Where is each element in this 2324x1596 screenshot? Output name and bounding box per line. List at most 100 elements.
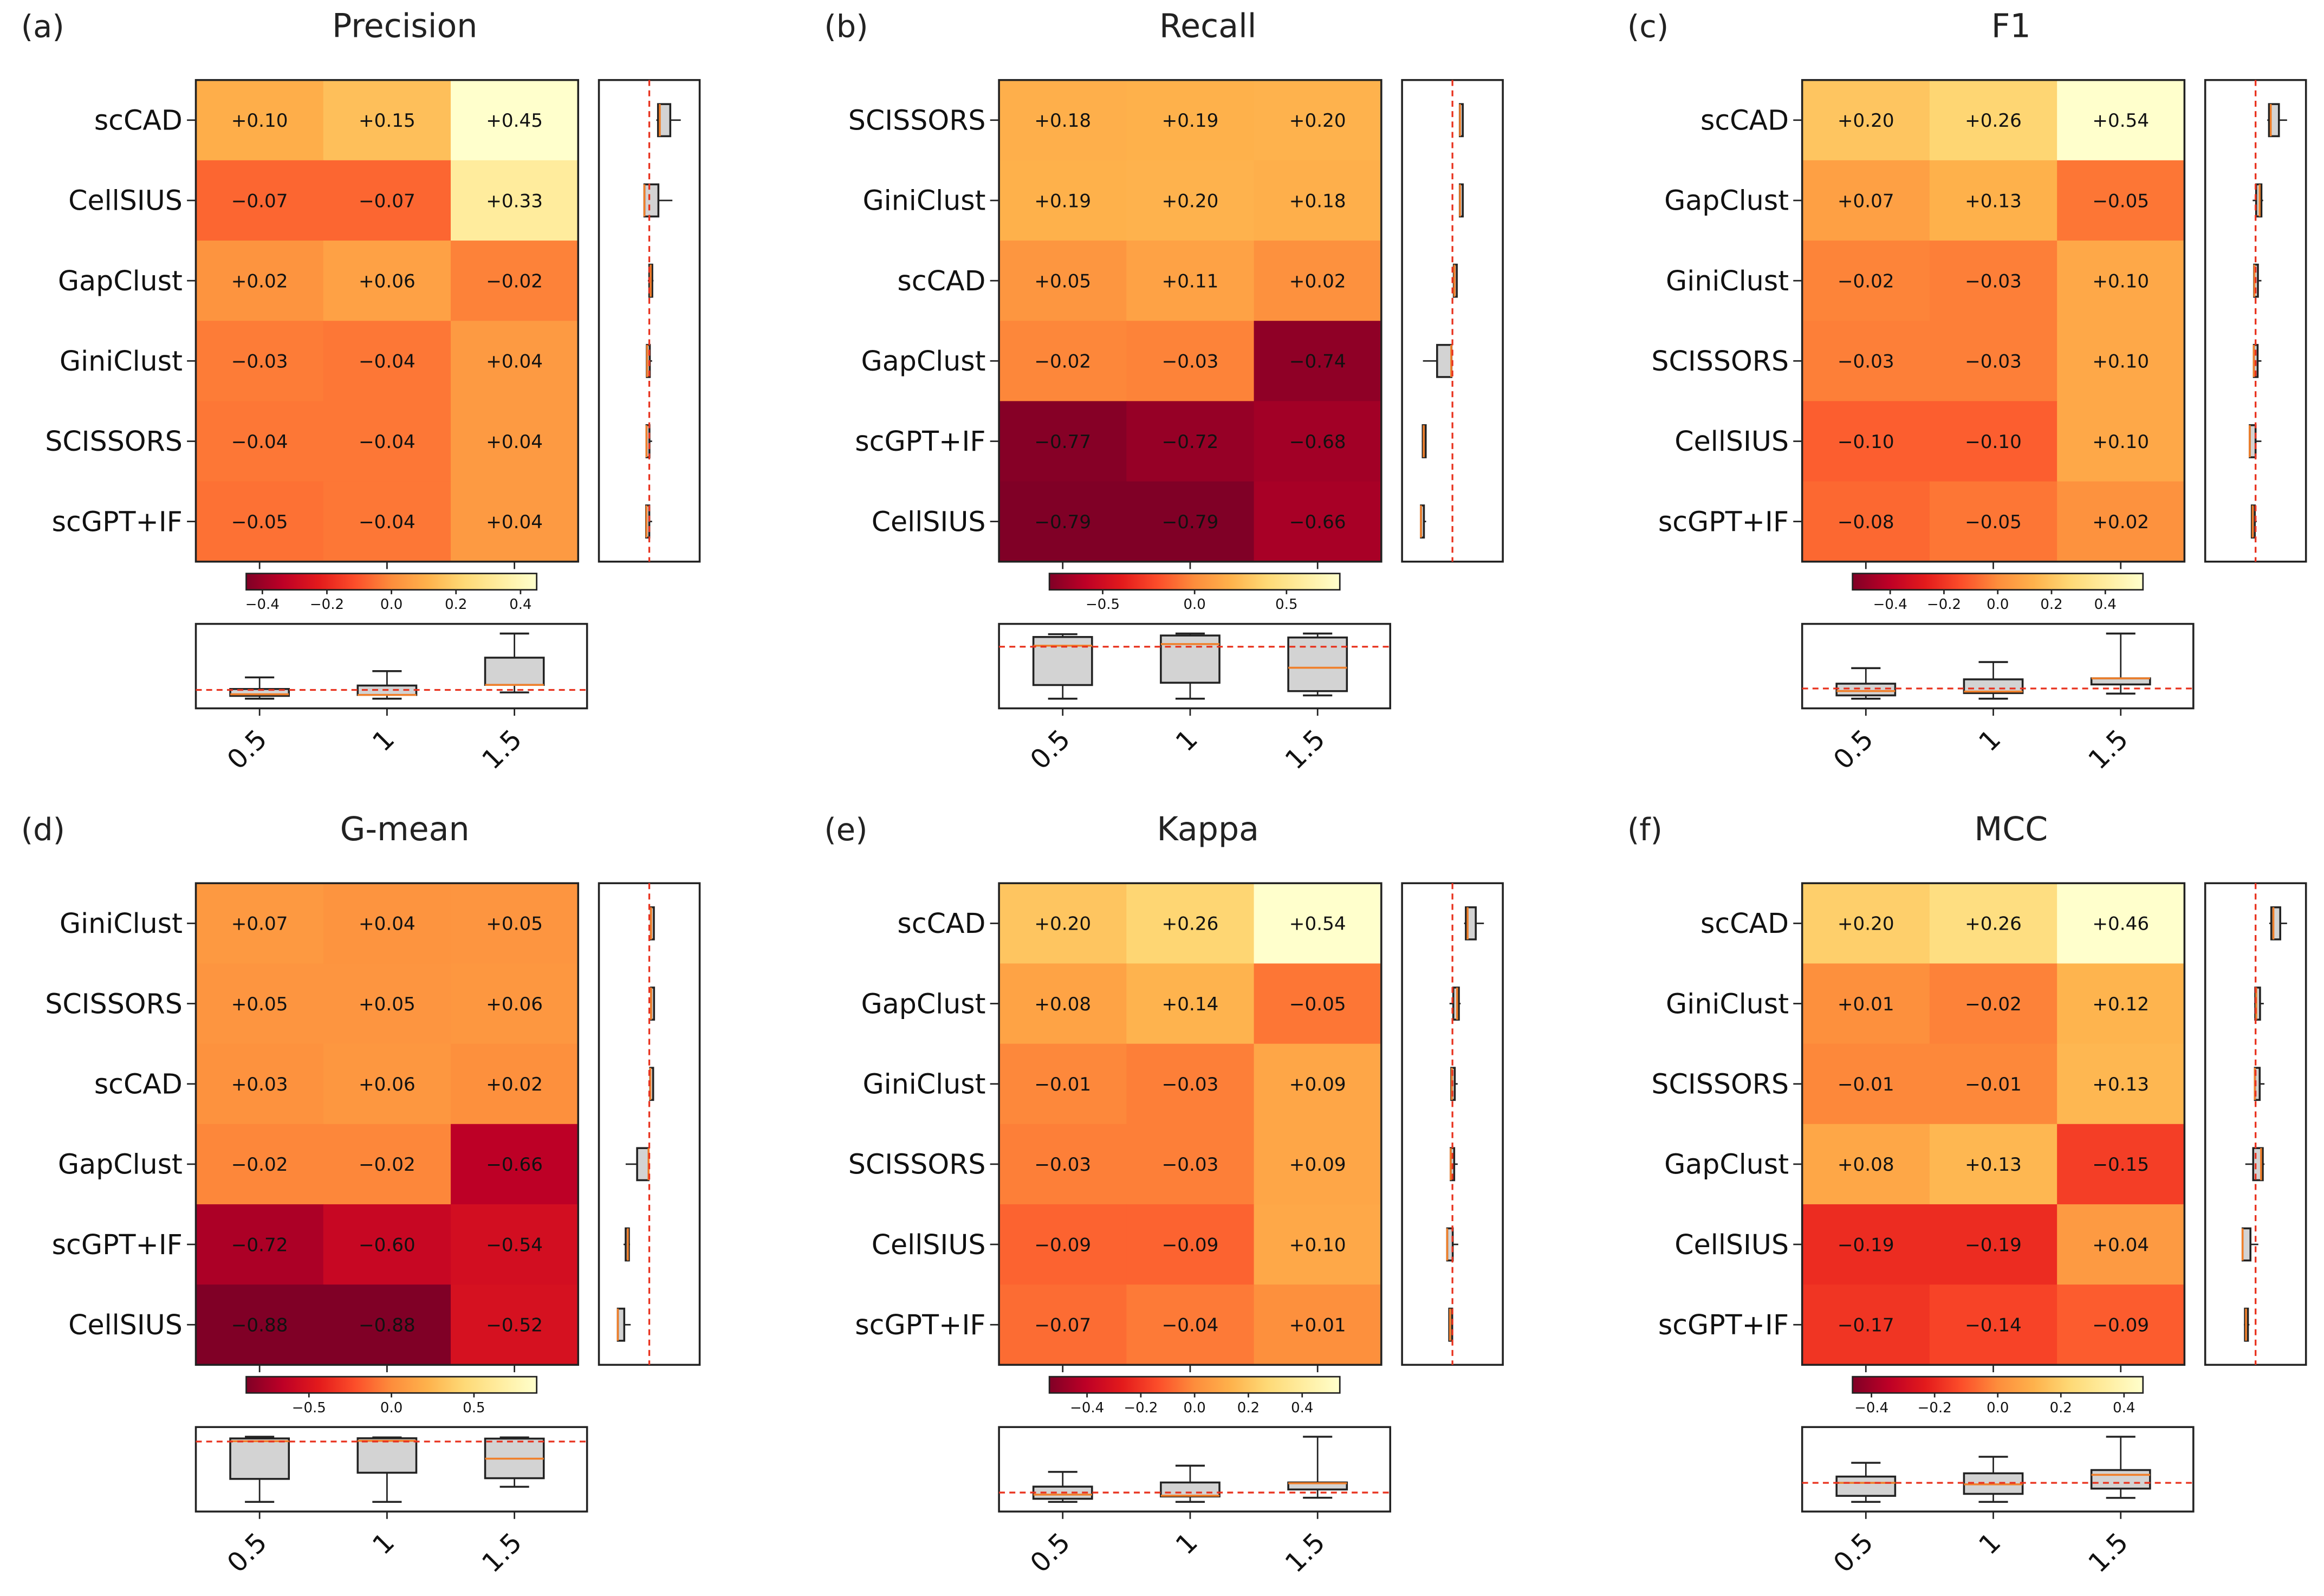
cell-value: +0.46 [2092,913,2149,935]
row-boxplot [1464,906,1484,940]
cell-value: −0.88 [359,1315,416,1337]
heatmap-cell [1929,481,2058,563]
row-boxplot [2252,183,2263,218]
heatmap-cell [1254,1043,1382,1125]
panel-g-mean: (d) G-mean GiniClust +0.07 +0.04 +0.05 SCISSOR… [21,810,701,1579]
heatmap-cell [1126,401,1255,482]
heatmap-cell [196,241,324,322]
column-boxplot [1963,661,2024,700]
heatmap-cell [2057,160,2185,242]
row-label: scGPT+IF [1658,505,1789,537]
box [643,183,660,218]
heatmap-cell [2057,1284,2185,1366]
heatmap-cell [1802,1043,1931,1125]
box [1835,683,1897,697]
cell-value: +0.02 [2092,511,2149,533]
heatmap-cell [999,481,1127,563]
cell-value: +0.09 [1289,1074,1346,1095]
heatmap-cell [196,1043,324,1125]
heatmap-cell [1802,80,1931,161]
row-label: CellSIUS [68,1309,183,1341]
colorbar [1852,573,2144,591]
heatmap-cell [451,1284,579,1366]
cell-value: +0.04 [2092,1234,2149,1256]
cell-value: −0.66 [1289,511,1346,533]
colorbar [1048,573,1341,591]
panel-recall: (b) Recall SCISSORS +0.18 +0.19 +0.20 GiniClus… [824,7,1504,776]
box [1835,1475,1897,1497]
colorbar-tick-label: 0.0 [380,1400,403,1416]
box [636,1147,650,1182]
row-label: GiniClust [60,345,183,377]
row-label: SCISSORS [45,425,183,457]
colorbar-tick-label: 0.0 [380,596,403,613]
cell-value: +0.13 [1965,190,2022,212]
colorbar-tick-label: 0.4 [2113,1400,2135,1416]
heatmap-cell [999,241,1127,322]
heatmap-cell [1802,160,1931,242]
colorbar-tick-label: 0.0 [1184,1400,1206,1416]
x-tick-label: 1 [1972,1527,2007,1561]
heatmap-cell [1802,1124,1931,1205]
colorbar-tick-label: 0.0 [1987,596,2009,613]
cell-value: +0.06 [359,270,416,292]
box [1160,634,1221,684]
column-boxplot [1287,1436,1348,1499]
heatmap-cell [1929,1284,2058,1366]
heatmap-cell [451,160,579,242]
cell-value: +0.09 [1289,1154,1346,1176]
cell-value: +0.54 [1289,913,1346,935]
row-label: GapClust [861,345,986,377]
cell-value: +0.10 [2092,351,2149,373]
column-boxplot [356,670,418,700]
cell-value: +0.04 [486,351,543,373]
cell-value: +0.06 [486,994,543,1015]
x-tick-label: 1.5 [2082,723,2134,775]
heatmap-cell [1802,401,1931,482]
box [2090,1469,2151,1490]
colorbar-tick-label: 0.2 [2040,596,2062,613]
cell-value: +0.20 [1162,190,1219,212]
heatmap-cell [2057,321,2185,402]
row-label: CellSIUS [68,185,183,217]
heatmap-cell [196,321,324,402]
cell-value: −0.05 [1965,511,2022,533]
cell-value: +0.02 [1289,270,1346,292]
cell-value: −0.79 [1162,511,1219,533]
heatmap-cell [1126,321,1255,402]
cell-value: +0.15 [359,110,416,132]
cell-value: +0.45 [486,110,543,132]
x-tick-label: 0.5 [221,1527,273,1579]
cell-value: +0.07 [1838,190,1894,212]
cell-value: −0.52 [486,1315,543,1337]
cell-value: −0.08 [1838,511,1894,533]
column-boxplot [484,632,545,693]
panel-label: (e) [824,812,867,848]
cell-value: +0.14 [1162,994,1219,1015]
cell-value: −0.19 [1965,1234,2022,1256]
heatmap-cell [1126,1124,1255,1205]
heatmap-cell [1254,1124,1382,1205]
cell-value: +0.12 [2092,994,2149,1015]
row-boxplot [1420,504,1426,539]
cell-value: −0.79 [1034,511,1091,533]
row-label: GiniClust [1666,265,1789,297]
box [657,103,672,138]
heatmap-cell [323,1204,452,1286]
heatmap-cell [1802,481,1931,563]
cell-value: −0.17 [1838,1315,1894,1337]
cell-value: +0.20 [1289,110,1346,132]
row-label: GapClust [861,988,986,1020]
heatmap-cell [1126,1043,1255,1125]
column-boxplot [1160,632,1221,700]
row-boxplot [2254,987,2264,1021]
cell-value: −0.01 [1034,1074,1091,1095]
heatmap-cell [1929,1204,2058,1286]
row-boxplot [1458,103,1464,138]
row-label: GiniClust [862,185,985,217]
row-boxplot [1421,424,1427,458]
heatmap-cell [1126,481,1255,563]
cell-value: +0.10 [2092,270,2149,292]
row-boxplot [1449,987,1461,1021]
cell-value: +0.54 [2092,110,2149,132]
